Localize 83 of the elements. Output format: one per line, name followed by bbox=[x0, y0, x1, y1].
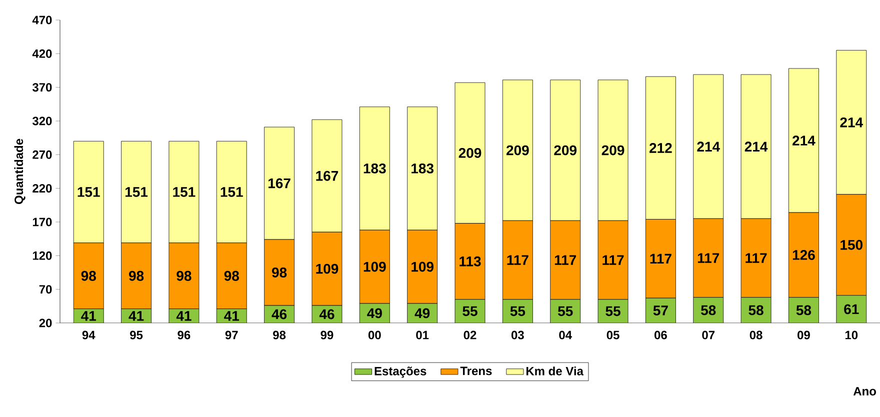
data-label: 98 bbox=[128, 270, 144, 281]
data-label: 58 bbox=[701, 305, 716, 316]
data-label: 98 bbox=[224, 270, 239, 281]
data-label: 117 bbox=[698, 253, 720, 263]
data-label: 151 bbox=[173, 187, 196, 197]
y-tick-label: 120 bbox=[32, 251, 52, 260]
legend-label: Estações bbox=[374, 366, 426, 378]
data-label: 109 bbox=[364, 262, 386, 272]
data-label: 209 bbox=[458, 148, 482, 158]
data-label: 58 bbox=[748, 305, 764, 316]
x-tick-label: 98 bbox=[273, 330, 286, 340]
y-axis-title: Quantidade bbox=[14, 138, 26, 204]
data-label: 57 bbox=[653, 306, 668, 316]
data-label: 214 bbox=[840, 117, 863, 128]
data-label: 109 bbox=[412, 262, 434, 272]
data-label: 98 bbox=[272, 268, 287, 278]
y-tick-label: 420 bbox=[32, 49, 52, 58]
data-label: 113 bbox=[460, 256, 481, 266]
x-tick-label: 94 bbox=[82, 330, 96, 340]
x-tick-label: 95 bbox=[130, 330, 143, 340]
x-tick-label: 04 bbox=[559, 330, 572, 340]
data-label: 167 bbox=[316, 170, 338, 181]
data-label: 55 bbox=[558, 306, 573, 316]
data-label: 58 bbox=[796, 305, 812, 316]
data-label: 41 bbox=[81, 311, 96, 321]
data-label: 209 bbox=[602, 145, 624, 156]
y-tick-label: 470 bbox=[32, 16, 52, 24]
data-label: 109 bbox=[316, 264, 338, 274]
y-tick-label: 170 bbox=[32, 218, 52, 226]
data-label: 214 bbox=[792, 136, 816, 146]
data-label: 183 bbox=[412, 163, 434, 174]
x-tick-label: 00 bbox=[368, 330, 381, 340]
y-tick-label: 370 bbox=[32, 83, 52, 92]
data-label: 183 bbox=[364, 163, 386, 174]
data-label: 55 bbox=[510, 306, 526, 316]
x-tick-label: 97 bbox=[225, 330, 238, 340]
x-tick-label: 01 bbox=[416, 330, 429, 340]
x-tick-label: 02 bbox=[464, 330, 476, 340]
data-label: 55 bbox=[606, 306, 620, 316]
data-label: 49 bbox=[367, 308, 382, 318]
data-label: 41 bbox=[128, 311, 144, 321]
data-label: 151 bbox=[78, 187, 100, 197]
data-label: 150 bbox=[840, 240, 862, 250]
data-label: 55 bbox=[462, 306, 478, 316]
data-label: 117 bbox=[650, 254, 672, 264]
x-tick-label: 06 bbox=[654, 330, 667, 340]
y-tick-label: 320 bbox=[32, 116, 52, 126]
data-label: 151 bbox=[220, 187, 243, 197]
data-label: 167 bbox=[268, 178, 290, 188]
data-label: 117 bbox=[554, 255, 576, 265]
x-tick-label: 10 bbox=[845, 330, 858, 340]
x-tick-label: 99 bbox=[320, 330, 334, 340]
y-tick-label: 220 bbox=[32, 184, 52, 193]
data-label: 151 bbox=[125, 187, 148, 197]
data-label: 117 bbox=[746, 253, 767, 263]
data-label: 46 bbox=[272, 309, 287, 320]
data-label: 214 bbox=[697, 142, 720, 152]
data-label: 212 bbox=[650, 143, 672, 153]
x-tick-label: 96 bbox=[178, 330, 190, 340]
data-label: 46 bbox=[319, 309, 334, 320]
y-tick-label: 270 bbox=[32, 150, 52, 159]
data-label: 41 bbox=[176, 311, 192, 321]
x-tick-label: 05 bbox=[606, 330, 620, 340]
data-label: 117 bbox=[602, 255, 624, 265]
y-tick-label: 20 bbox=[39, 318, 52, 328]
data-label: 61 bbox=[844, 304, 859, 314]
data-label: 49 bbox=[414, 308, 430, 318]
x-axis-title: Ano bbox=[853, 387, 876, 396]
data-label: 98 bbox=[176, 270, 192, 281]
x-tick-label: 07 bbox=[702, 330, 715, 340]
legend-label: Trens bbox=[460, 366, 492, 376]
y-tick-label: 70 bbox=[39, 285, 52, 294]
legend-label: Km de Via bbox=[526, 366, 584, 376]
data-label: 98 bbox=[81, 270, 96, 281]
data-label: 117 bbox=[507, 255, 528, 265]
data-label: 214 bbox=[744, 142, 768, 152]
data-label: 126 bbox=[792, 250, 815, 260]
x-tick-label: 08 bbox=[750, 330, 762, 340]
data-label: 209 bbox=[554, 145, 577, 156]
data-label: 209 bbox=[506, 145, 529, 156]
data-label: 41 bbox=[224, 311, 240, 321]
x-tick-label: 09 bbox=[798, 330, 810, 340]
x-tick-label: 03 bbox=[511, 330, 524, 340]
